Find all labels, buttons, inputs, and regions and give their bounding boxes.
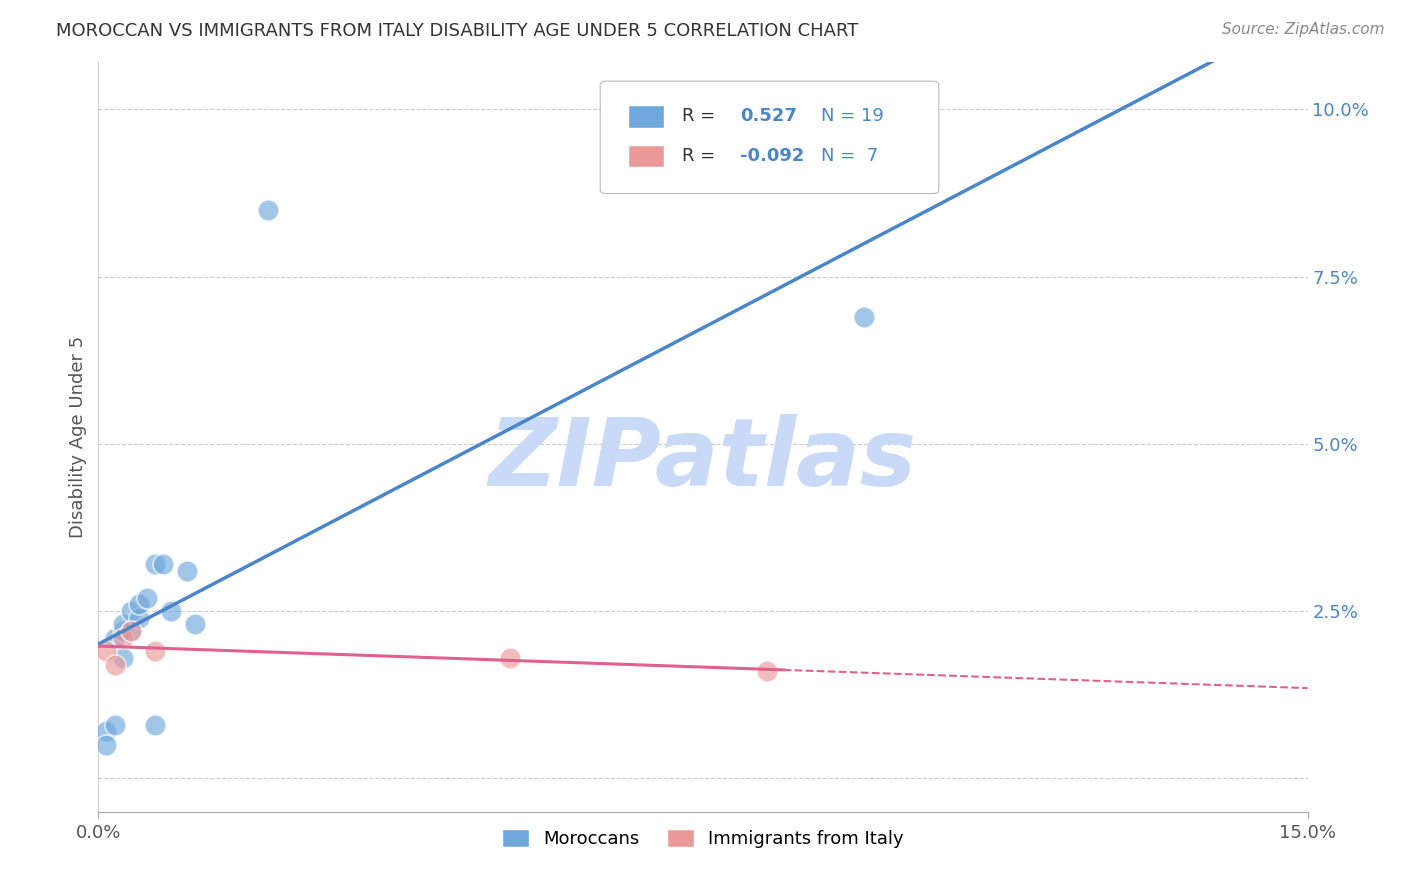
Y-axis label: Disability Age Under 5: Disability Age Under 5 bbox=[69, 336, 87, 538]
FancyBboxPatch shape bbox=[628, 105, 664, 128]
Point bbox=[103, 631, 125, 645]
Point bbox=[96, 644, 118, 658]
Text: 0.527: 0.527 bbox=[741, 107, 797, 126]
Point bbox=[111, 624, 134, 639]
Point bbox=[111, 651, 134, 665]
Point bbox=[853, 310, 876, 324]
Point bbox=[128, 610, 150, 624]
Point bbox=[498, 651, 520, 665]
Text: R =: R = bbox=[682, 107, 721, 126]
Point bbox=[256, 202, 278, 217]
Point bbox=[143, 557, 166, 572]
Text: ZIPatlas: ZIPatlas bbox=[489, 414, 917, 506]
Text: MOROCCAN VS IMMIGRANTS FROM ITALY DISABILITY AGE UNDER 5 CORRELATION CHART: MOROCCAN VS IMMIGRANTS FROM ITALY DISABI… bbox=[56, 22, 859, 40]
Point bbox=[103, 657, 125, 672]
Point bbox=[135, 591, 157, 605]
Text: N =  7: N = 7 bbox=[821, 147, 879, 165]
Point bbox=[143, 717, 166, 731]
FancyBboxPatch shape bbox=[600, 81, 939, 194]
Point bbox=[111, 617, 134, 632]
FancyBboxPatch shape bbox=[628, 145, 664, 168]
Point bbox=[184, 617, 207, 632]
Point bbox=[756, 664, 779, 679]
Point bbox=[143, 644, 166, 658]
Text: R =: R = bbox=[682, 147, 721, 165]
Text: N = 19: N = 19 bbox=[821, 107, 884, 126]
Point bbox=[96, 738, 118, 752]
Point bbox=[120, 624, 142, 639]
Point bbox=[96, 724, 118, 739]
Point bbox=[103, 717, 125, 731]
Point bbox=[111, 631, 134, 645]
Point bbox=[120, 624, 142, 639]
Point bbox=[152, 557, 174, 572]
Text: -0.092: -0.092 bbox=[741, 147, 804, 165]
Point bbox=[128, 598, 150, 612]
Legend: Moroccans, Immigrants from Italy: Moroccans, Immigrants from Italy bbox=[495, 822, 911, 855]
Point bbox=[176, 564, 198, 578]
Text: Source: ZipAtlas.com: Source: ZipAtlas.com bbox=[1222, 22, 1385, 37]
Point bbox=[160, 604, 183, 618]
Point bbox=[120, 604, 142, 618]
